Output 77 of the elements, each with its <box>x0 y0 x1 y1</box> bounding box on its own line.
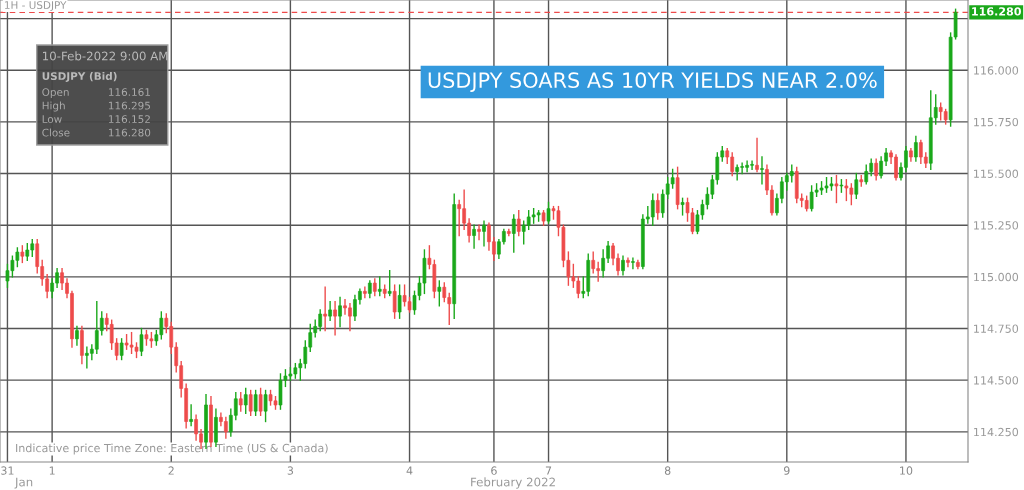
y-tick-label: 114.500 <box>974 376 1019 385</box>
y-tick-label: 114.750 <box>974 324 1019 333</box>
candlestick <box>387 269 392 297</box>
candlestick <box>238 391 243 412</box>
annotation: Time Zone: Eastern Time (US & Canada) <box>103 443 328 454</box>
x-tick-label: 7 <box>545 466 552 475</box>
y-tick-label: 115.500 <box>974 169 1019 178</box>
candlestick <box>854 172 859 200</box>
candlestick <box>243 387 248 414</box>
y-tick-label: 115.250 <box>974 221 1019 230</box>
candlestick <box>834 174 839 204</box>
text: February 2022 <box>471 477 555 489</box>
candlestick <box>477 224 481 241</box>
candlestick <box>516 210 521 237</box>
x-tick-label: 9 <box>783 466 790 475</box>
candlestick <box>338 296 342 328</box>
candlestick <box>735 164 740 181</box>
candlestick <box>511 214 516 253</box>
candlestick <box>914 135 918 162</box>
x-tick-label: 4 <box>406 466 413 475</box>
candlestick <box>844 179 849 202</box>
annotation: Low <box>42 115 62 124</box>
candlestick <box>864 164 869 185</box>
candlestick <box>248 389 253 416</box>
candlestick <box>363 286 367 299</box>
candlestick <box>139 327 144 357</box>
x-tick-label: 3 <box>287 466 294 475</box>
candlestick <box>626 257 630 268</box>
annotation: Close <box>42 128 70 137</box>
candlestick <box>482 220 486 247</box>
x-tick-label: 6 <box>491 466 497 475</box>
x-tick-label: 10 <box>900 466 913 475</box>
candlestick <box>397 284 402 319</box>
y-tick-label: 116.000 <box>974 66 1019 75</box>
y-tick-label: 115.750 <box>974 117 1019 127</box>
annotation: 116.295 <box>108 101 150 110</box>
candlestick <box>377 276 382 297</box>
candlestick <box>621 255 625 276</box>
candlestick <box>328 300 332 321</box>
x-tick-label: 8 <box>664 466 671 475</box>
annotation: 116.161 <box>108 88 150 97</box>
x-tick-label: 2 <box>168 466 174 475</box>
annotation: 1H - USDJPY <box>5 1 67 11</box>
annotation: Indicative price <box>16 443 100 455</box>
candlestick <box>874 158 878 181</box>
candlestick <box>442 282 447 303</box>
candlestick <box>253 389 258 416</box>
text: USDJPY SOARS AS 10YR YIELDS NEAR 2.0% <box>428 72 877 92</box>
candlestick <box>119 338 124 361</box>
candlestick <box>631 257 635 270</box>
candlestick <box>258 387 263 416</box>
candlestick <box>591 251 596 274</box>
annotation: 116.152 <box>108 115 150 124</box>
candlestick <box>189 404 193 427</box>
x-tick-label: 1 <box>49 466 55 475</box>
candlestick <box>323 286 327 332</box>
candlestick <box>263 389 268 423</box>
candlestick <box>755 137 759 173</box>
annotation: Open <box>42 88 69 99</box>
candlestick <box>333 300 337 336</box>
text: Jan <box>14 477 33 489</box>
y-tick-label: 114.250 <box>974 427 1019 437</box>
candlestick <box>650 193 655 226</box>
ref-line-label: 116.280 <box>972 7 1021 16</box>
candlestick <box>75 325 79 346</box>
annotation: 116.280 <box>108 128 151 137</box>
candlestick <box>472 224 476 249</box>
candlestick <box>437 280 442 307</box>
candlestick <box>546 201 551 224</box>
candlestick <box>760 156 764 185</box>
x-tick-label: 31 <box>1 466 14 475</box>
annotation: USDJPY (Bid) <box>42 71 117 82</box>
y-tick-label: 115.000 <box>974 272 1019 282</box>
candlestick <box>457 199 462 237</box>
candlestick <box>655 193 660 220</box>
candlestick <box>392 284 397 319</box>
annotation: High <box>42 101 65 112</box>
